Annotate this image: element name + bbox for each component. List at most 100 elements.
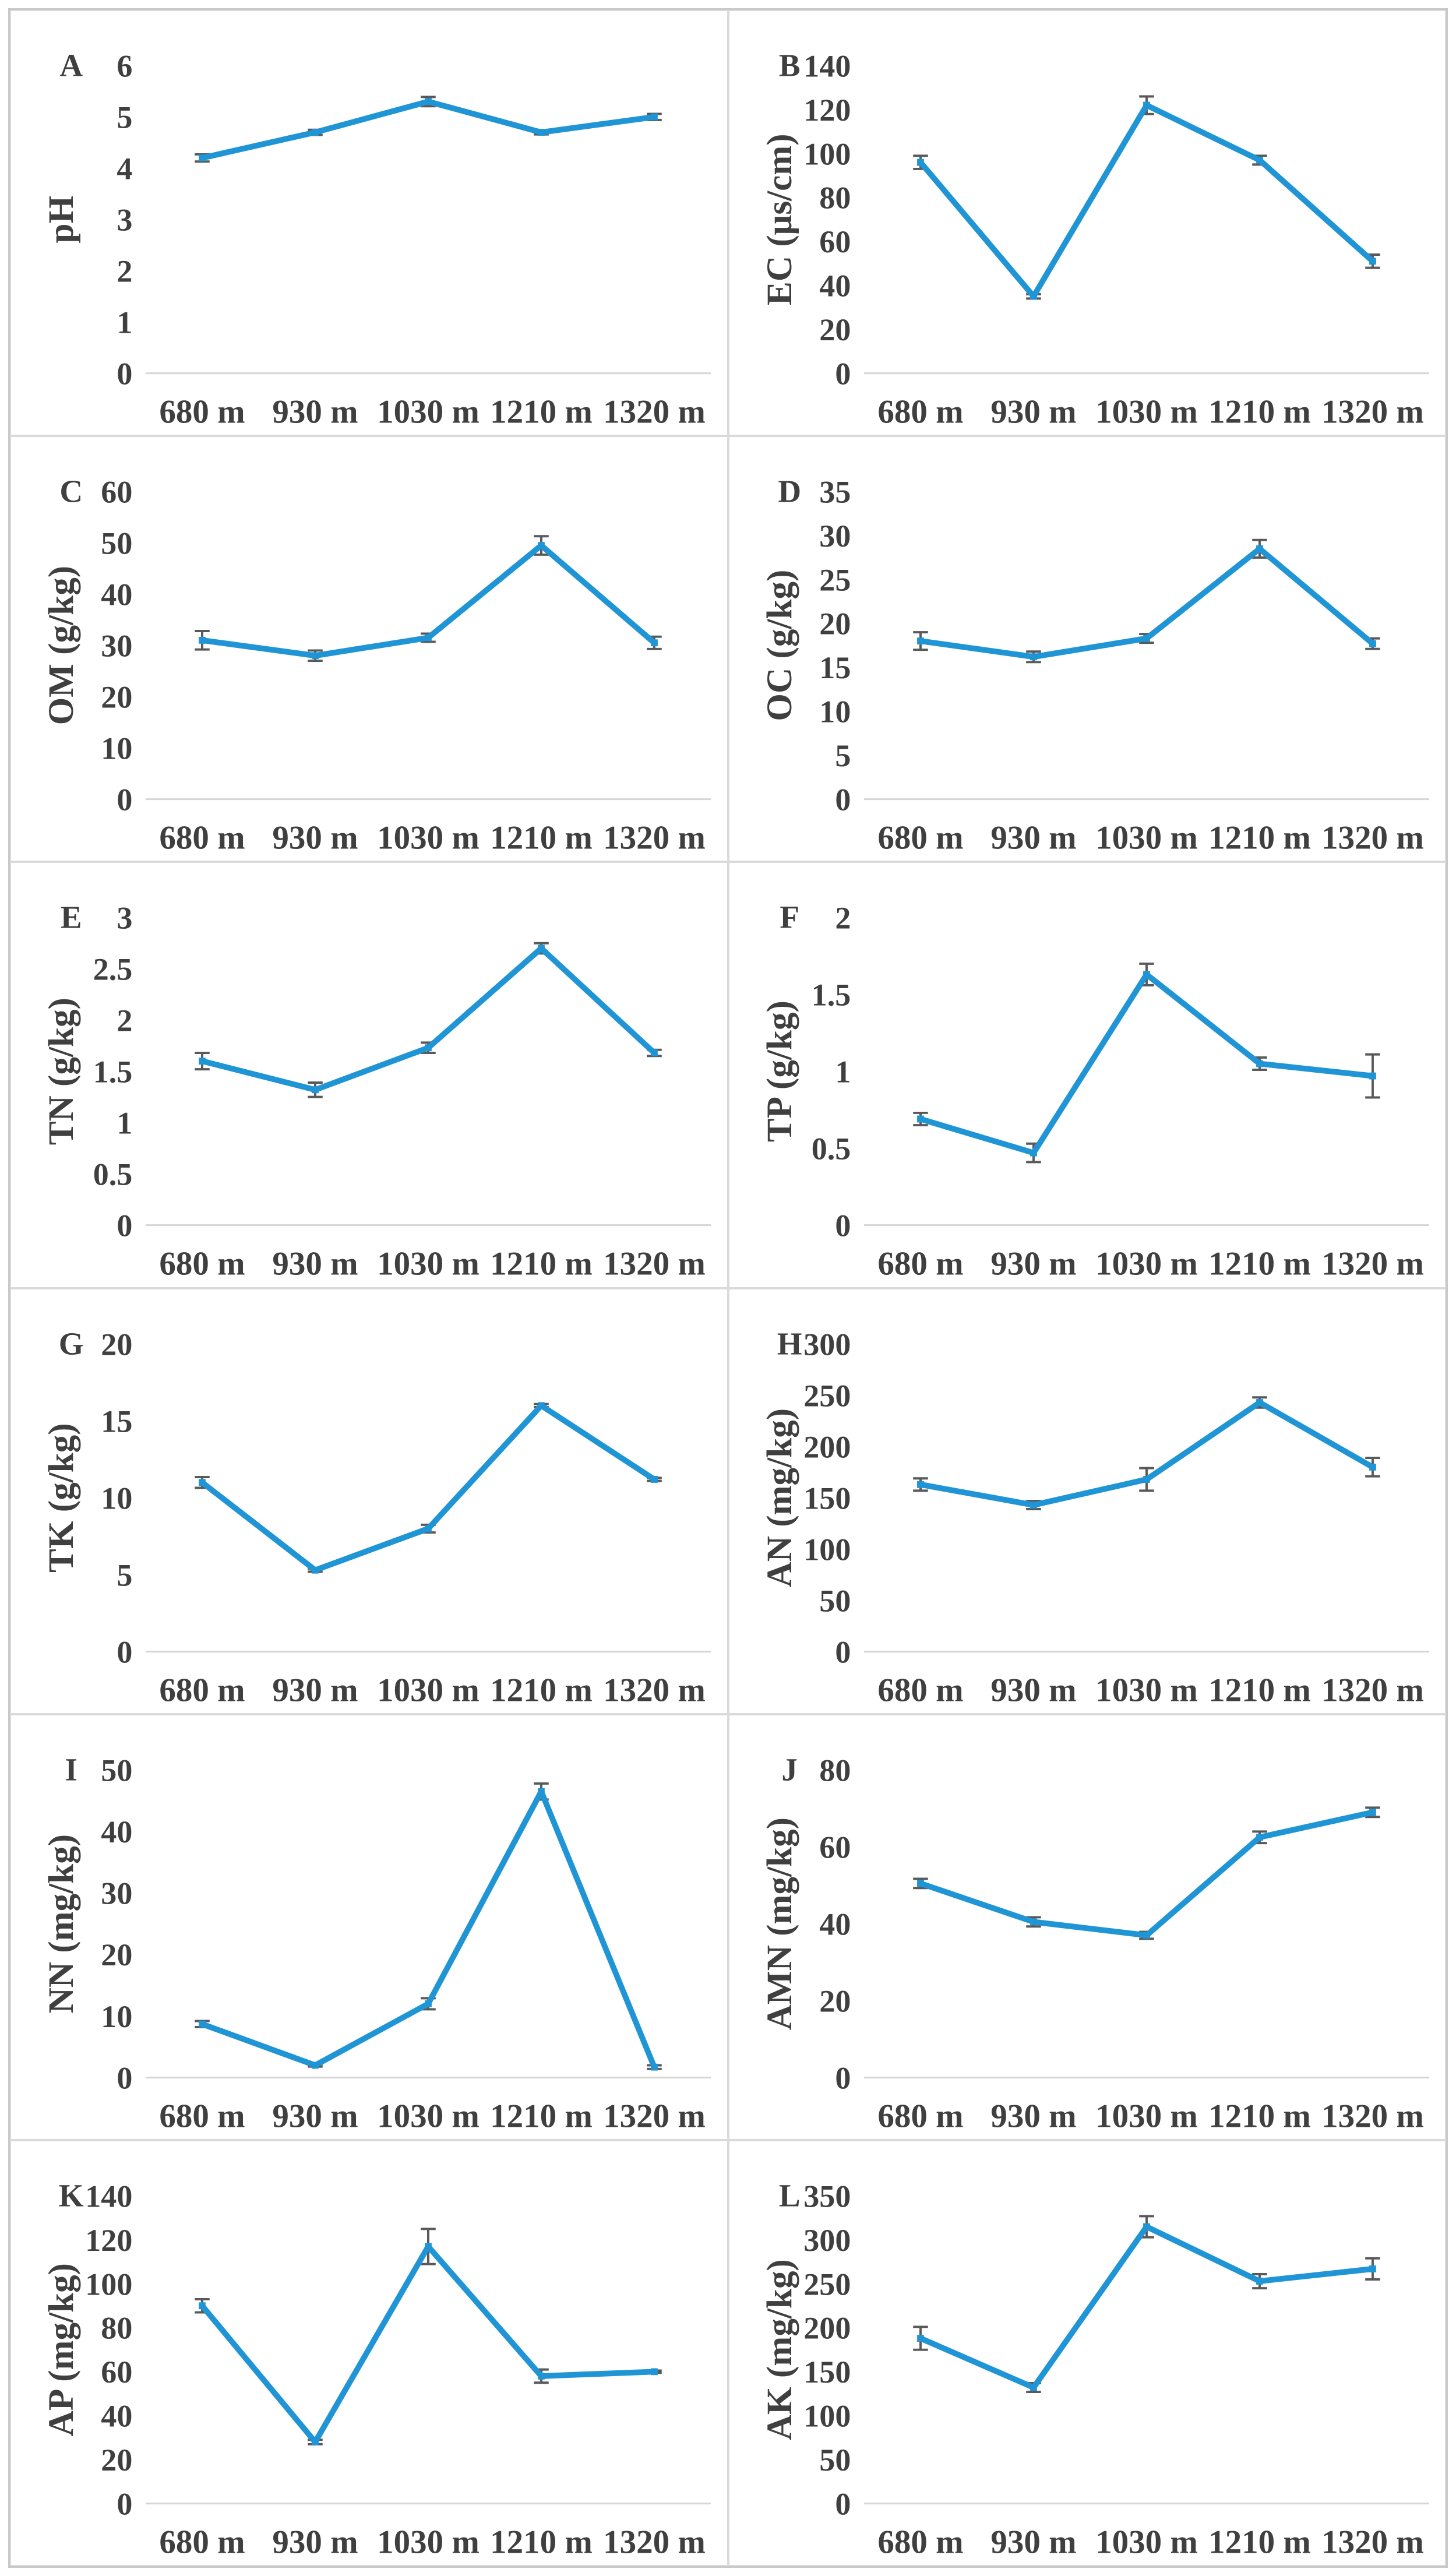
- data-point-marker: [312, 652, 319, 660]
- y-axis-title: TK (g/kg): [42, 1423, 81, 1573]
- x-tick-label: 1210 m: [1208, 2098, 1311, 2134]
- y-tick-label: 30: [101, 628, 132, 663]
- y-tick-label: 50: [819, 1583, 851, 1618]
- y-tick-label: 80: [101, 2310, 132, 2345]
- panel-letter: C: [59, 474, 83, 509]
- data-point-marker: [1030, 1149, 1037, 1157]
- x-tick-label: 1210 m: [1208, 1246, 1311, 1282]
- panel-G: G 0 5 10 15 20 TK (g/kg) 680 m 930 m 1030 m 1210 m…: [10, 1288, 728, 1714]
- chart-D: D 0 5 10 15 20 25 30 35 OC (g/kg) 680 m 930 m 1030 m…: [760, 474, 1429, 857]
- y-tick-label: 140: [85, 2179, 132, 2214]
- x-tick-label: 1210 m: [490, 2524, 593, 2560]
- x-tick-label: 1210 m: [1208, 2524, 1311, 2560]
- data-point-marker: [1256, 156, 1263, 164]
- y-tick-label: 80: [819, 181, 851, 216]
- data-point-marker: [1369, 1463, 1376, 1471]
- x-tick-label: 930 m: [272, 393, 358, 430]
- data-point-marker: [1143, 635, 1150, 642]
- data-line: [917, 102, 1376, 299]
- data-point-marker: [1143, 101, 1150, 109]
- panel-letter: F: [780, 900, 799, 935]
- x-tick-label: 1030 m: [377, 393, 480, 430]
- x-tick-label: 1030 m: [1095, 2098, 1198, 2134]
- data-point-marker: [916, 1880, 924, 1887]
- panel-letter: E: [61, 900, 82, 935]
- y-tick-label: 20: [101, 2443, 132, 2478]
- data-point-marker: [651, 2063, 658, 2071]
- panel-letter: H: [777, 1326, 802, 1361]
- y-tick-label: 140: [803, 48, 851, 83]
- x-tick-label: 1030 m: [1095, 1246, 1198, 1282]
- y-tick-label: 60: [819, 1830, 851, 1865]
- x-tick-label: 930 m: [990, 2524, 1076, 2560]
- chart-C: C 0 10 20 30 40 50 60 OM (g/kg) 680 m 930 m 1030 m 1…: [42, 474, 711, 857]
- y-tick-label: 2: [117, 253, 132, 288]
- y-tick-label: 20: [819, 312, 851, 347]
- x-tick-label: 680 m: [159, 393, 245, 430]
- y-tick-label: 15: [101, 1404, 132, 1439]
- y-tick-label: 35: [819, 475, 851, 510]
- x-tick-label: 1210 m: [490, 2098, 593, 2134]
- y-axis-title: AMN (mg/kg): [760, 1817, 799, 2030]
- data-line: [199, 1402, 657, 1573]
- data-point-marker: [916, 637, 924, 645]
- x-tick-label: 680 m: [877, 1246, 963, 1282]
- chart-A: A 0 1 2 3 4 5 6 pH 680 m 930 m 1030 m 1210 m 1320 m: [42, 47, 711, 430]
- y-tick-label: 80: [819, 1753, 851, 1788]
- panel-letter: J: [781, 1752, 798, 1787]
- data-point-marker: [199, 2020, 206, 2028]
- data-point-marker: [538, 542, 545, 549]
- data-point-marker: [538, 2372, 545, 2380]
- panel-letter: I: [65, 1752, 77, 1787]
- y-tick-label: 100: [85, 2267, 132, 2302]
- y-tick-label: 40: [819, 268, 851, 303]
- x-tick-label: 1210 m: [490, 1246, 593, 1282]
- y-tick-label: 5: [117, 100, 132, 135]
- panel-B: B 0 20 40 60 80 100 120 140 EC (μs/cm) 680 m 930 m 1…: [728, 10, 1446, 436]
- data-point-marker: [312, 1566, 319, 1574]
- x-tick-label: 680 m: [877, 820, 963, 857]
- y-tick-label: 10: [101, 731, 132, 766]
- x-tick-label: 1320 m: [603, 1246, 706, 1282]
- y-tick-label: 6: [117, 48, 132, 83]
- data-point-marker: [1030, 2384, 1037, 2391]
- panel-J: J 0 20 40 60 80 AMN (mg/kg) 680 m 930 m 1030 m 121…: [728, 1714, 1446, 2140]
- x-tick-label: 1320 m: [1321, 393, 1424, 430]
- data-point-marker: [1256, 1398, 1263, 1406]
- y-tick-label: 150: [803, 2355, 851, 2390]
- y-tick-label: 1.5: [93, 1055, 133, 1090]
- x-tick-label: 1030 m: [377, 1246, 480, 1282]
- x-tick-label: 680 m: [877, 2098, 963, 2134]
- x-tick-label: 1030 m: [377, 2524, 480, 2560]
- x-tick-label: 1210 m: [1208, 820, 1311, 857]
- x-tick-label: 1210 m: [490, 393, 593, 430]
- data-point-marker: [199, 2302, 206, 2310]
- data-point-marker: [1256, 1833, 1263, 1841]
- y-axis-title: OC (g/kg): [760, 570, 799, 721]
- data-point-marker: [199, 1478, 206, 1486]
- y-tick-label: 25: [819, 562, 851, 597]
- x-tick-label: 930 m: [990, 1246, 1076, 1282]
- x-tick-label: 680 m: [159, 2098, 245, 2134]
- chart-G: G 0 5 10 15 20 TK (g/kg) 680 m 930 m 1030 m 1210 m…: [42, 1326, 711, 1708]
- data-point-marker: [1030, 1501, 1037, 1509]
- x-tick-label: 1030 m: [1095, 2524, 1198, 2560]
- x-tick-label: 1030 m: [1095, 820, 1198, 857]
- y-tick-label: 20: [819, 1983, 851, 2018]
- x-tick-label: 680 m: [159, 820, 245, 857]
- x-tick-label: 1210 m: [1208, 393, 1311, 430]
- x-tick-label: 1320 m: [1321, 1672, 1424, 1708]
- x-tick-label: 930 m: [272, 2098, 358, 2134]
- y-tick-label: 40: [101, 577, 132, 612]
- data-line: [917, 971, 1376, 1156]
- panel-letter: K: [59, 2177, 84, 2213]
- y-tick-label: 20: [101, 1327, 132, 1362]
- data-point-marker: [1143, 1932, 1150, 1939]
- y-axis-title: AK (mg/kg): [760, 2259, 799, 2440]
- y-tick-label: 0.5: [811, 1132, 851, 1167]
- x-tick-label: 680 m: [877, 2524, 963, 2560]
- data-point-marker: [538, 945, 545, 952]
- x-tick-label: 680 m: [877, 393, 963, 430]
- y-tick-label: 150: [803, 1481, 851, 1516]
